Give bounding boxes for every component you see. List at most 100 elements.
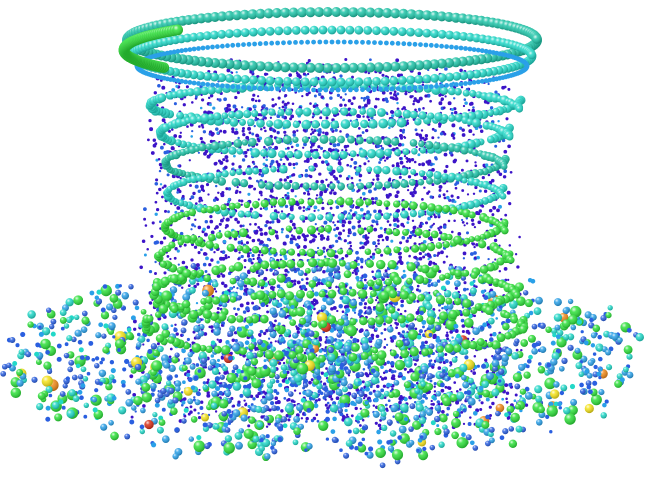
particle-highlight: [363, 330, 370, 337]
particle: [516, 265, 520, 269]
particle: [418, 134, 423, 138]
particle: [440, 97, 444, 101]
particle: [231, 369, 236, 374]
particle: [421, 83, 425, 87]
particle: [239, 303, 244, 308]
particle: [308, 380, 312, 385]
particle: [503, 267, 508, 271]
particle: [245, 241, 250, 245]
particle: [470, 252, 474, 256]
particle: [260, 415, 264, 419]
particle: [249, 251, 252, 255]
particle: [245, 306, 250, 311]
particle: [207, 193, 210, 196]
particle: [330, 397, 334, 401]
particle: [468, 129, 473, 134]
particle: [361, 245, 365, 250]
particle-highlight: [150, 343, 158, 350]
particle-highlight: [523, 371, 531, 379]
particle: [291, 173, 296, 177]
particle: [375, 334, 380, 339]
particle: [513, 399, 517, 403]
particle: [154, 272, 157, 275]
particle: [341, 310, 345, 314]
particle: [414, 98, 417, 101]
particle: [369, 286, 373, 290]
particle-highlight: [494, 348, 502, 355]
particle: [302, 209, 306, 213]
particle: [166, 173, 170, 177]
particle: [311, 131, 315, 134]
particle: [207, 378, 210, 382]
particle: [247, 424, 251, 428]
particle: [358, 173, 363, 178]
particle: [200, 187, 205, 192]
particle: [367, 160, 370, 163]
particle: [304, 130, 307, 133]
particle: [324, 131, 329, 136]
vortex-base-particles: [0, 257, 644, 469]
particle-highlight: [434, 404, 442, 412]
particle: [427, 190, 431, 194]
particle: [89, 290, 95, 296]
particle: [436, 424, 440, 428]
particle: [302, 72, 306, 76]
particle: [481, 176, 485, 180]
particle: [342, 98, 346, 102]
particle-highlight: [352, 427, 360, 435]
particle: [305, 92, 309, 97]
particle: [38, 325, 42, 329]
particle: [209, 325, 214, 329]
particle: [333, 191, 337, 196]
particle: [317, 145, 321, 149]
particle: [201, 98, 205, 102]
particle: [193, 396, 196, 399]
particle: [187, 377, 193, 383]
particle: [406, 119, 409, 122]
particle: [183, 243, 187, 247]
particle: [432, 163, 435, 166]
particle: [383, 376, 388, 380]
particle: [338, 231, 342, 236]
particle: [332, 221, 335, 224]
particle: [413, 188, 416, 191]
particle: [288, 414, 292, 419]
particle: [257, 238, 261, 242]
particle: [441, 409, 445, 414]
particle: [257, 225, 261, 229]
particle: [421, 136, 425, 140]
particle: [293, 282, 297, 286]
particle: [270, 159, 275, 164]
particle: [183, 397, 187, 401]
particle: [181, 348, 186, 354]
particle: [142, 404, 146, 408]
particle-highlight: [245, 360, 252, 367]
particle: [220, 324, 224, 327]
particle: [508, 202, 512, 206]
particle: [271, 98, 275, 101]
particle: [224, 254, 228, 257]
particle: [165, 150, 170, 154]
particle: [353, 269, 356, 272]
particle: [321, 160, 325, 164]
particle: [335, 396, 340, 401]
particle: [347, 99, 352, 103]
particle: [320, 371, 324, 375]
particle: [249, 207, 253, 211]
particle: [363, 393, 368, 398]
particle: [174, 323, 177, 327]
particle: [276, 284, 281, 289]
particle: [344, 254, 349, 258]
particle: [313, 205, 318, 210]
particle: [262, 243, 266, 247]
particle: [148, 118, 152, 123]
particle: [364, 386, 370, 392]
particle: [483, 189, 488, 193]
particle: [406, 236, 410, 240]
particle: [357, 114, 362, 119]
particle: [415, 145, 418, 149]
particle: [318, 309, 321, 313]
particle-highlight: [320, 304, 327, 311]
particle: [159, 240, 164, 245]
particle: [193, 408, 197, 412]
